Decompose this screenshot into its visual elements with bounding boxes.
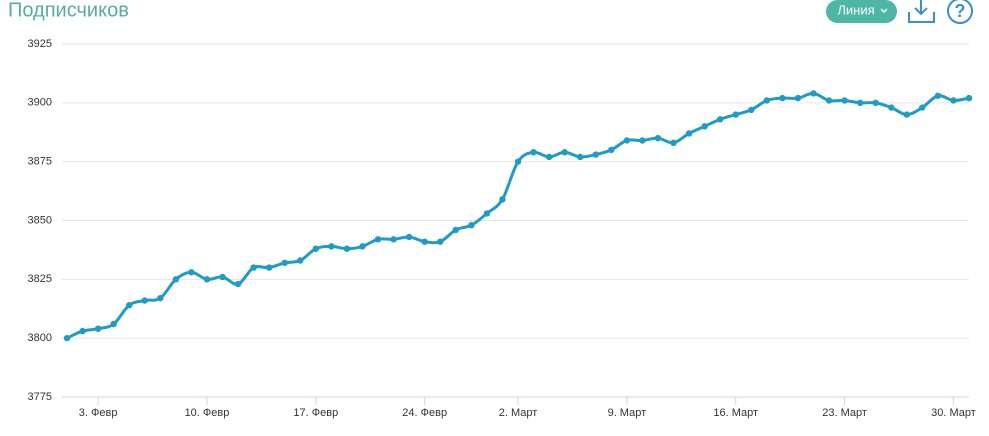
data-point <box>732 111 739 118</box>
data-point <box>608 146 615 154</box>
data-point <box>250 264 257 271</box>
data-point <box>716 116 724 123</box>
data-point <box>577 153 584 161</box>
y-tick-label: 3825 <box>28 273 52 285</box>
data-point <box>561 149 568 156</box>
data-point <box>219 273 226 281</box>
help-label: ? <box>955 1 966 21</box>
data-point <box>265 264 273 271</box>
chevron <box>880 8 888 14</box>
data-point <box>188 269 195 276</box>
data-point <box>825 97 833 104</box>
button-label: Линия <box>837 2 874 17</box>
data-point <box>530 149 537 156</box>
x-tick-label: 24. Февр <box>402 407 447 419</box>
data-point <box>374 236 382 243</box>
data-point <box>328 243 335 250</box>
data-point <box>390 236 397 243</box>
data-point <box>172 276 180 283</box>
data-point <box>312 245 320 252</box>
x-tick-label: 9. Март <box>608 407 647 419</box>
data-point <box>592 151 599 158</box>
data-point <box>234 280 242 288</box>
data-point <box>63 334 71 342</box>
data-point <box>841 97 848 104</box>
chart-type-button[interactable]: Линия <box>826 0 897 23</box>
data-point <box>810 90 817 97</box>
data-point <box>654 134 662 142</box>
data-point <box>79 327 86 335</box>
data-point <box>468 222 475 229</box>
y-tick-label: 3900 <box>28 97 52 109</box>
data-point <box>701 123 708 130</box>
data-point <box>623 137 631 144</box>
series-line <box>66 91 970 340</box>
y-tick-label: 3875 <box>28 156 52 168</box>
x-tick-label: 30. Март <box>931 407 976 419</box>
data-point <box>359 243 366 250</box>
x-tick-label: 16. Март <box>713 407 758 419</box>
data-point <box>141 297 148 304</box>
data-point <box>281 259 288 267</box>
x-tick-label: 23. Март <box>822 407 867 419</box>
download-icon[interactable] <box>908 0 935 23</box>
data-point <box>405 233 413 241</box>
help-icon[interactable]: ? <box>947 0 973 24</box>
data-point <box>888 104 895 111</box>
y-tick-label: 3775 <box>28 391 52 403</box>
data-point <box>452 226 459 234</box>
data-point <box>483 210 491 217</box>
y-tick-label: 3850 <box>28 214 52 226</box>
download-arrow <box>914 0 928 16</box>
data-point <box>934 92 942 99</box>
data-point <box>437 238 444 245</box>
data-point <box>856 99 864 107</box>
x-tick-label: 17. Февр <box>293 407 338 419</box>
data-point <box>110 320 117 328</box>
data-point <box>779 94 786 102</box>
x-tick-label: 10. Февр <box>185 407 230 419</box>
data-point <box>748 106 755 114</box>
chart-title: Подписчиков <box>8 0 129 21</box>
data-point <box>545 153 553 161</box>
data-point <box>670 139 677 147</box>
data-point <box>685 130 693 137</box>
x-tick-label: 3. Февр <box>79 407 118 419</box>
help-circle <box>947 0 973 24</box>
data-point <box>514 158 522 165</box>
data-point <box>794 94 802 102</box>
data-point <box>343 245 351 252</box>
data-point <box>203 276 211 283</box>
data-point <box>903 111 910 118</box>
y-tick-label: 3925 <box>28 38 52 50</box>
data-point <box>421 238 428 245</box>
data-point <box>919 104 926 111</box>
button-background <box>826 0 897 23</box>
data-point <box>94 325 102 332</box>
data-point <box>872 99 879 107</box>
data-point <box>499 196 506 203</box>
data-point <box>126 302 133 309</box>
data-point <box>965 94 973 102</box>
data-point <box>639 137 646 144</box>
data-point <box>763 97 771 104</box>
x-tick-label: 2. Март <box>499 407 538 419</box>
data-point <box>950 97 957 104</box>
data-point <box>157 294 164 302</box>
data-point <box>297 257 304 264</box>
y-tick-label: 3800 <box>28 332 52 344</box>
download-tray <box>908 12 935 23</box>
